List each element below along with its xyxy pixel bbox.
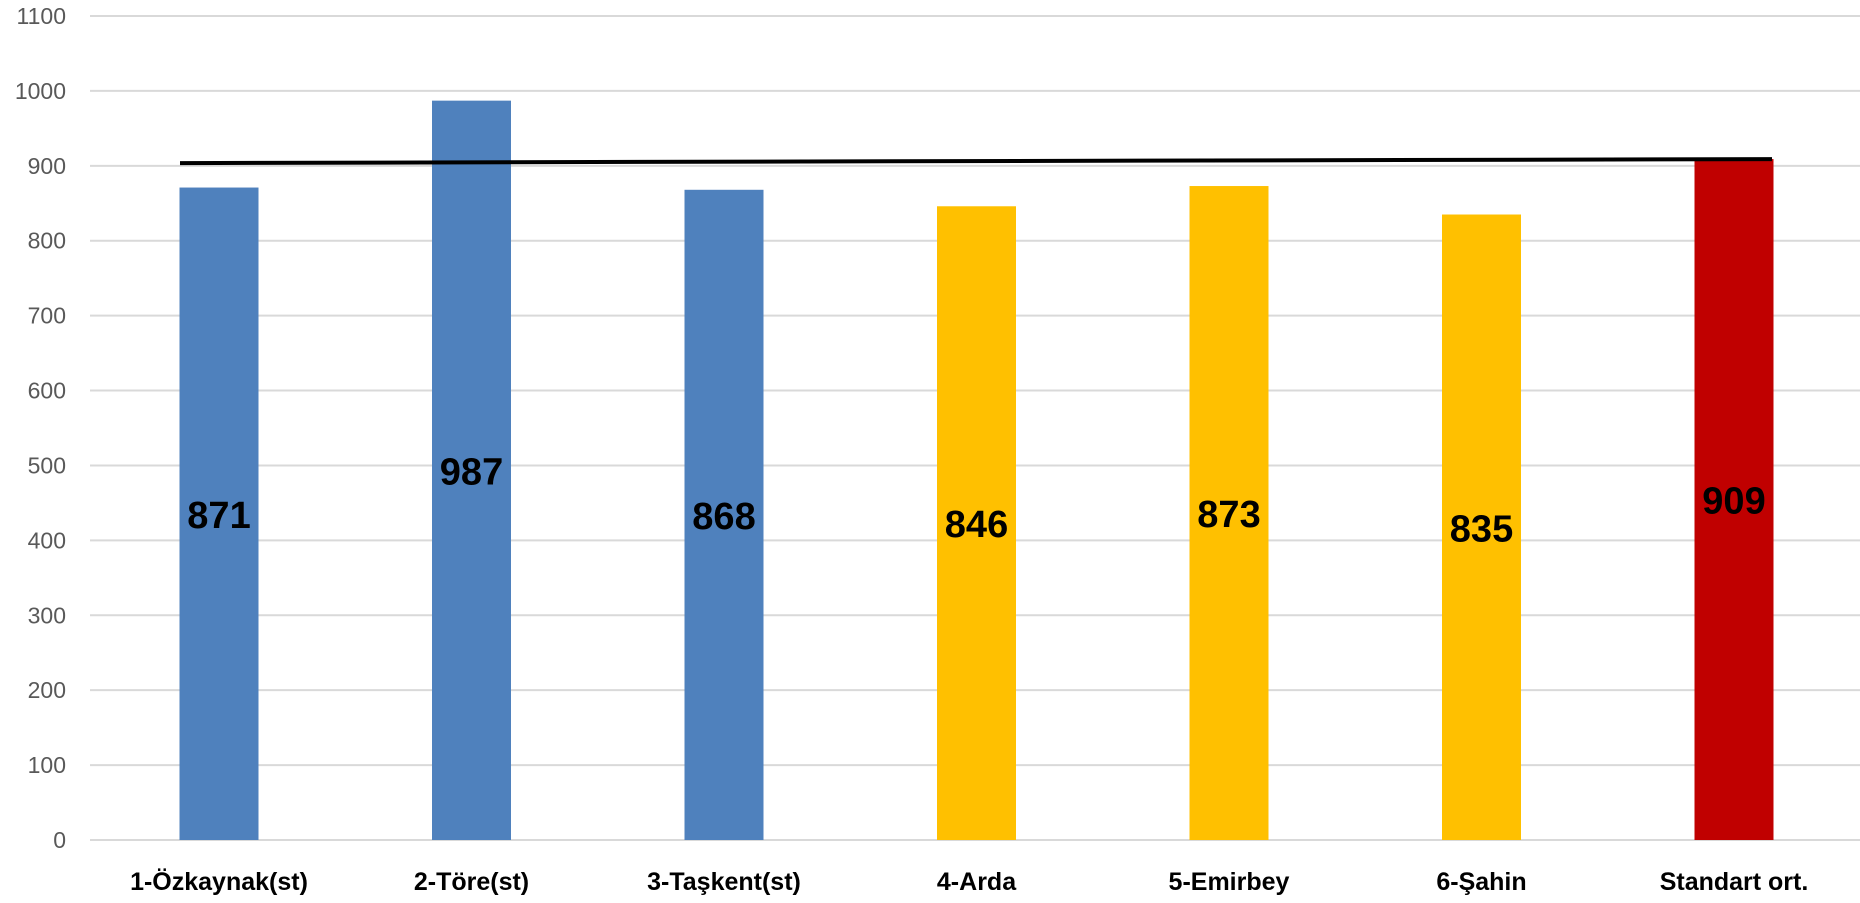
y-tick-label: 400 (28, 527, 66, 553)
data-label: 909 (1702, 481, 1765, 523)
category-label: 6-Şahin (1436, 868, 1526, 896)
reference-line-layer (180, 159, 1772, 163)
y-tick-label: 100 (28, 752, 66, 778)
category-label: 3-Taşkent(st) (647, 868, 801, 896)
category-label: 5-Emirbey (1169, 868, 1290, 896)
category-label: Standart ort. (1660, 868, 1809, 896)
y-tick-label: 1000 (15, 78, 66, 104)
bars (180, 101, 1774, 840)
y-axis-tick-labels: 0 100 200 300 400 500 600 700 800 900 1000 1100 (15, 3, 66, 853)
category-label: 4-Arda (937, 868, 1017, 896)
y-tick-label: 900 (28, 153, 66, 179)
category-label: 2-Töre(st) (414, 868, 529, 896)
y-tick-label: 300 (28, 602, 66, 628)
y-tick-label: 600 (28, 378, 66, 404)
data-label: 987 (440, 451, 503, 493)
reference-line (180, 159, 1772, 163)
data-label: 835 (1450, 508, 1513, 550)
x-axis-category-labels: 1-Özkaynak(st) 2-Töre(st) 3-Taşkent(st) 4-A… (130, 867, 1808, 896)
data-label: 873 (1197, 494, 1260, 536)
y-tick-label: 500 (28, 452, 66, 478)
y-tick-label: 0 (53, 827, 66, 853)
data-label: 846 (945, 504, 1008, 546)
y-tick-label: 700 (28, 303, 66, 329)
data-label: 871 (187, 495, 250, 537)
data-label: 868 (692, 496, 755, 538)
y-tick-label: 200 (28, 677, 66, 703)
y-tick-label: 800 (28, 228, 66, 254)
y-tick-label: 1100 (17, 3, 66, 29)
category-label: 1-Özkaynak(st) (130, 867, 308, 896)
